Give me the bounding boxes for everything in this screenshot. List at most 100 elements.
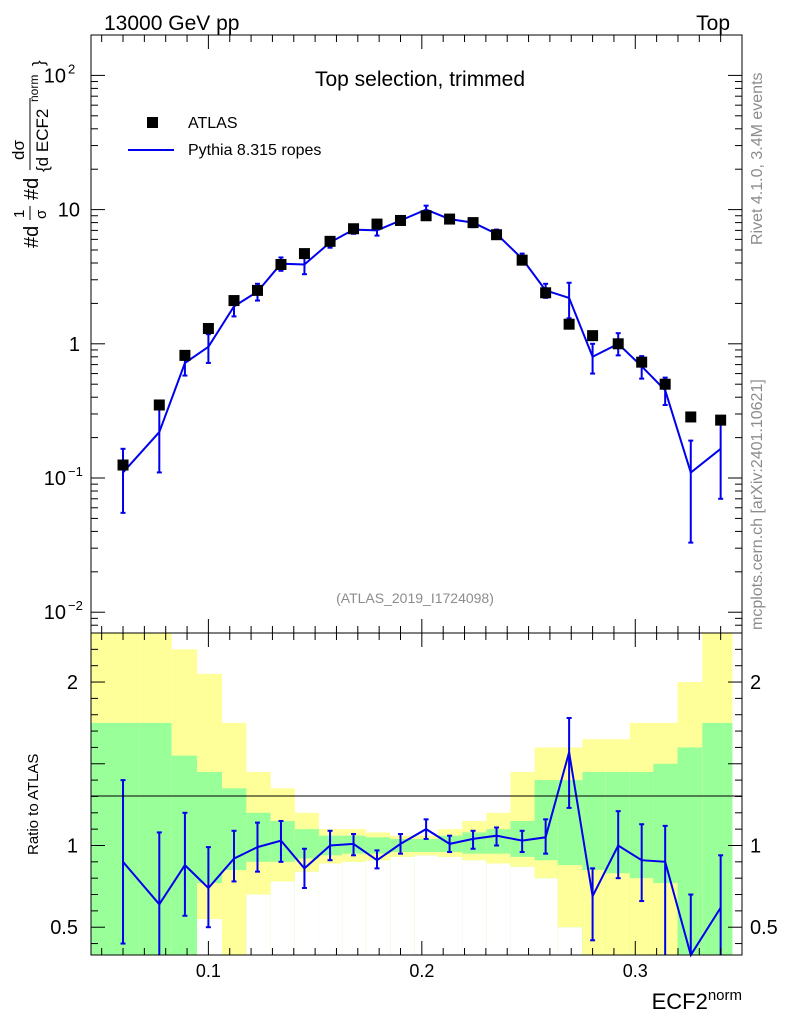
y-tick-label: 10 — [44, 602, 66, 624]
y-tick-label: 10 — [44, 65, 66, 87]
ratio-band-yellow-lower — [197, 883, 223, 920]
atlas-data-point — [394, 214, 406, 226]
ratio-band-yellow-lower — [246, 861, 271, 895]
ratio-band-gap — [510, 866, 535, 955]
atlas-data-point — [228, 295, 240, 307]
ratio-band-gap — [486, 863, 511, 955]
ratio-band-yellow-lower — [438, 852, 463, 857]
atlas-data-point — [179, 349, 191, 361]
x-axis-label: ECF2norm — [652, 987, 742, 1014]
legend-pythia-label: Pythia 8.315 ropes — [188, 142, 321, 159]
x-tick-label: 0.1 — [196, 961, 221, 981]
ratio-band-yellow-lower — [222, 870, 247, 955]
ratio-band-yellow-lower — [365, 853, 391, 861]
ratio-band-yellow-lower — [462, 853, 487, 861]
ratio-uncertainty-bands — [91, 633, 733, 955]
atlas-data-point — [117, 459, 129, 471]
y-tick-label: 1 — [69, 334, 80, 356]
ratio-band-green — [139, 722, 172, 955]
analysis-id-label: (ATLAS_2019_I1724098) — [336, 590, 494, 606]
atlas-data-point — [371, 218, 383, 230]
y-tick-exponent: −1 — [68, 464, 83, 479]
atlas-data-point — [540, 287, 552, 299]
x-axis-label-main: ECF2 — [652, 989, 708, 1014]
atlas-data-point — [324, 235, 336, 247]
atlas-data-point — [636, 356, 648, 368]
ratio-y-tick-label: 1 — [67, 835, 78, 857]
ratio-band-yellow-lower — [270, 861, 295, 882]
y-tick-label: 10 — [58, 200, 80, 222]
ratio-band-yellow-lower — [557, 865, 583, 928]
pythia-line — [122, 208, 722, 475]
main-plot-title: Top selection, trimmed — [315, 68, 525, 91]
ratio-band-gap — [557, 927, 583, 955]
y-label-hash-2: #d — [21, 178, 43, 200]
ratio-band-gap — [462, 860, 487, 955]
ratio-band-yellow-lower — [414, 852, 439, 856]
ratio-band-gap — [438, 856, 463, 955]
y-tick-exponent: −2 — [68, 598, 83, 613]
ratio-band-gap — [342, 861, 366, 955]
atlas-data-point — [202, 323, 214, 335]
y-label-frac2-sup: norm — [27, 75, 41, 102]
atlas-data-point — [420, 210, 432, 222]
main-y-axis-label: #d 1 σ #d dσ {d ECF2 norm } — [9, 60, 52, 248]
legend-atlas-marker — [147, 117, 158, 128]
main-series-group — [117, 204, 727, 544]
y-label-hash-1: #d — [21, 226, 43, 248]
atlas-data-point — [715, 414, 727, 426]
atlas-data-point — [612, 338, 624, 350]
header-process-label: Top — [696, 12, 730, 35]
ratio-y-axis-label: Ratio to ATLAS — [25, 754, 42, 855]
atlas-data-point — [251, 284, 263, 296]
ratio-band-yellow-lower — [582, 870, 606, 955]
y-label-close-brace: } — [29, 60, 48, 66]
y-label-frac1-num: 1 — [11, 210, 28, 218]
ratio-band-yellow-lower — [605, 873, 630, 955]
header-energy-label: 13000 GeV pp — [104, 12, 239, 35]
ratio-y-tick-label-right: 0.5 — [750, 917, 778, 939]
rivet-events-label: Rivet 4.1.0, 3.4M events — [749, 72, 766, 245]
ratio-band-green — [702, 722, 733, 955]
ratio-band-green — [91, 722, 140, 955]
y-tick-exponent: 2 — [68, 61, 75, 76]
ratio-band-yellow-lower — [342, 853, 366, 862]
ratio-band-gap — [390, 856, 415, 955]
y-tick-label: 10 — [44, 468, 66, 490]
x-tick-label: 0.2 — [409, 961, 434, 981]
atlas-data-point — [516, 254, 528, 266]
ratio-band-yellow-lower — [486, 853, 511, 864]
atlas-data-point — [467, 217, 479, 229]
ratio-band-gap — [318, 863, 343, 955]
ratio-y-tick-label: 2 — [67, 672, 78, 694]
ratio-y-tick-label: 0.5 — [50, 917, 78, 939]
x-tick-label: 0.3 — [623, 961, 648, 981]
y-label-frac2-den: {d ECF2 — [33, 109, 52, 172]
ratio-band-gap — [534, 878, 558, 955]
ratio-band-yellow-lower — [510, 856, 535, 867]
ratio-band-gap — [270, 881, 295, 955]
atlas-data-point — [298, 248, 310, 260]
ratio-y-tick-label-right: 1 — [750, 835, 761, 857]
atlas-data-point — [685, 411, 697, 423]
atlas-data-point — [348, 223, 360, 235]
ratio-band-gap — [197, 919, 223, 955]
ratio-band-yellow-lower — [534, 860, 558, 879]
ratio-band-gap — [414, 855, 439, 955]
ratio-band-gap — [246, 894, 271, 955]
atlas-data-point — [275, 258, 287, 270]
atlas-data-point — [491, 229, 503, 241]
mcplots-source-label: mcplots.cern.ch [arXiv:2401.10621] — [749, 379, 766, 630]
atlas-data-point — [659, 378, 671, 390]
atlas-data-point — [587, 330, 599, 342]
atlas-data-point — [444, 213, 456, 225]
atlas-data-point — [153, 399, 165, 411]
ratio-band-yellow-lower — [629, 878, 654, 955]
legend-atlas-label: ATLAS — [188, 115, 238, 132]
ratio-band-gap — [365, 860, 391, 955]
ratio-series-group — [120, 716, 724, 958]
ratio-y-tick-label-right: 2 — [750, 672, 761, 694]
x-axis-label-sup: norm — [708, 987, 742, 1004]
